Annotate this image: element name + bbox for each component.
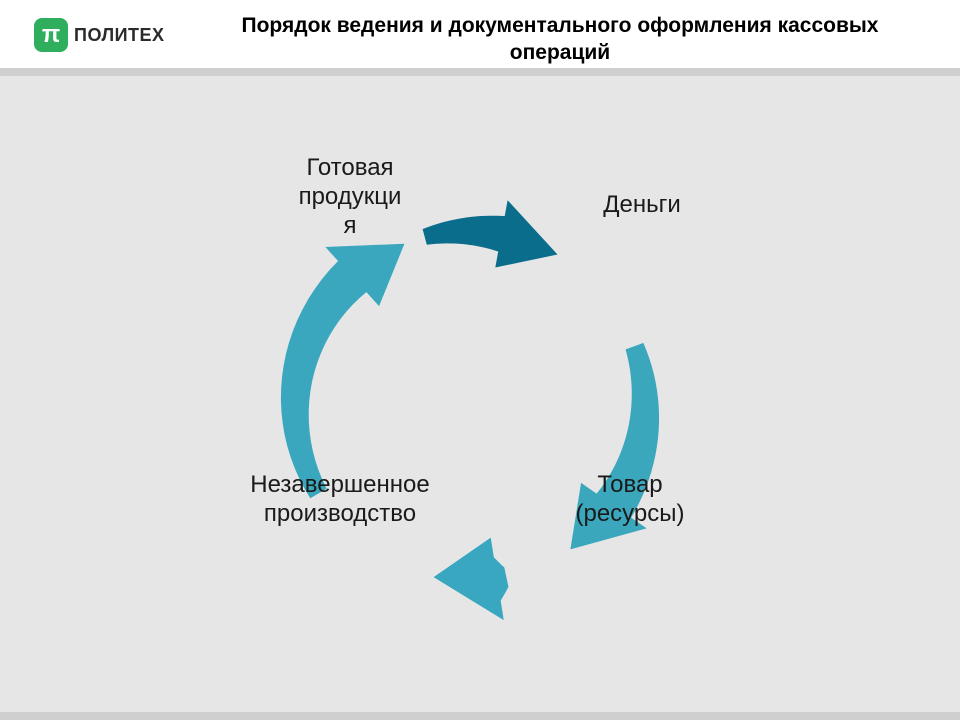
cycle-arrow-2 bbox=[434, 538, 509, 621]
separator-top bbox=[0, 68, 960, 76]
cycle-arrows-svg bbox=[0, 76, 960, 712]
cycle-node-2: Незавершенное производство bbox=[190, 471, 490, 529]
logo: π ПОЛИТЕХ bbox=[34, 18, 165, 52]
cycle-node-3: Готовая продукци я bbox=[240, 154, 460, 240]
logo-text: ПОЛИТЕХ bbox=[74, 25, 165, 46]
cycle-node-0: Деньги bbox=[552, 191, 732, 220]
page-title: Порядок ведения и документального оформл… bbox=[220, 12, 900, 67]
cycle-arrow-3 bbox=[281, 244, 405, 498]
cycle-node-1: Товар (ресурсы) bbox=[525, 471, 735, 529]
logo-icon: π bbox=[34, 18, 68, 52]
cycle-diagram: Деньги Товар (ресурсы) Незавершенное произ… bbox=[0, 76, 960, 712]
separator-bottom bbox=[0, 712, 960, 720]
